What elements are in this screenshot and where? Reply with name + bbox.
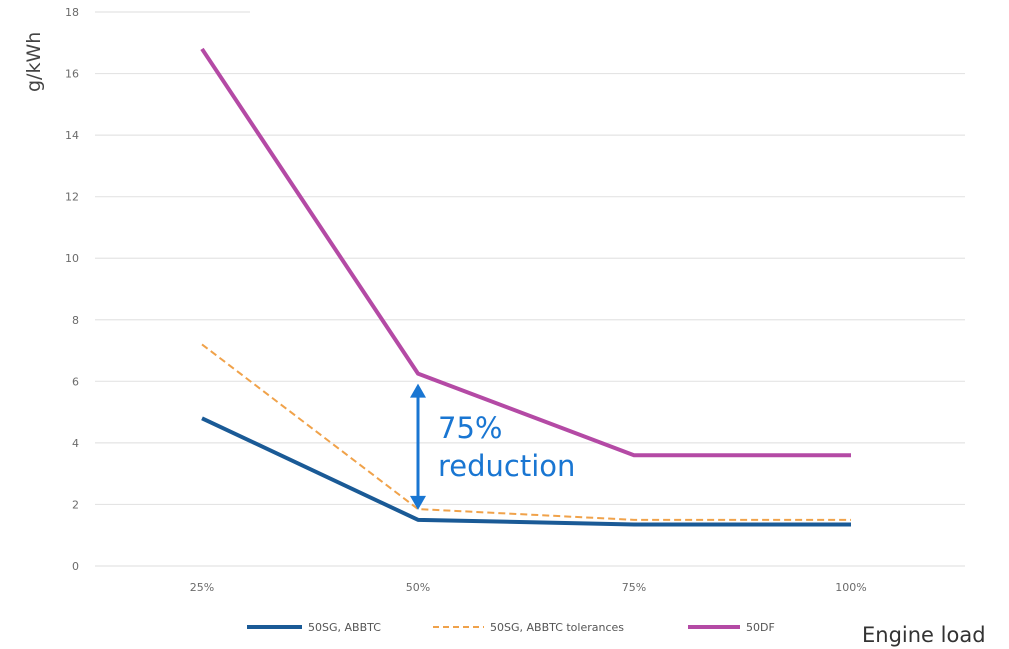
series-line: [200, 47, 851, 458]
legend: 50SG, ABBTC 50SG, ABBTC tolerances 50DF: [247, 621, 775, 634]
y-tick-label: 0: [72, 560, 79, 573]
reduction-arrow-head-up: [410, 383, 426, 398]
series-line: [201, 343, 851, 521]
annotation-line-1: 75%: [438, 411, 502, 445]
reduction-annotation: 75% reduction: [410, 383, 575, 510]
legend-label: 50SG, ABBTC tolerances: [490, 621, 624, 634]
y-tick-label: 6: [72, 375, 79, 388]
y-tick-label: 4: [72, 437, 79, 450]
x-tick-label: 100%: [835, 581, 866, 594]
x-axis-label: Engine load: [862, 623, 986, 647]
x-tick-label: 75%: [622, 581, 646, 594]
y-axis-ticks: 0 2 4 6 8 10 12 14 16 18: [65, 6, 79, 573]
reduction-arrow-head-down: [410, 495, 426, 510]
grid-lines: [95, 11, 965, 567]
y-tick-label: 14: [65, 129, 79, 142]
series-line: [201, 416, 851, 527]
y-axis-label: g/kWh: [23, 32, 45, 92]
series-group: [200, 47, 851, 527]
y-tick-label: 18: [65, 6, 79, 19]
y-tick-label: 12: [65, 191, 79, 204]
y-tick-label: 2: [72, 498, 79, 511]
y-tick-label: 10: [65, 252, 79, 265]
x-tick-label: 50%: [406, 581, 430, 594]
y-tick-label: 16: [65, 68, 79, 81]
x-tick-label: 25%: [190, 581, 214, 594]
y-tick-label: 8: [72, 314, 79, 327]
legend-label: 50SG, ABBTC: [308, 621, 381, 634]
x-axis-ticks: 25% 50% 75% 100%: [190, 581, 867, 594]
annotation-line-2: reduction: [438, 449, 575, 483]
legend-label: 50DF: [746, 621, 775, 634]
